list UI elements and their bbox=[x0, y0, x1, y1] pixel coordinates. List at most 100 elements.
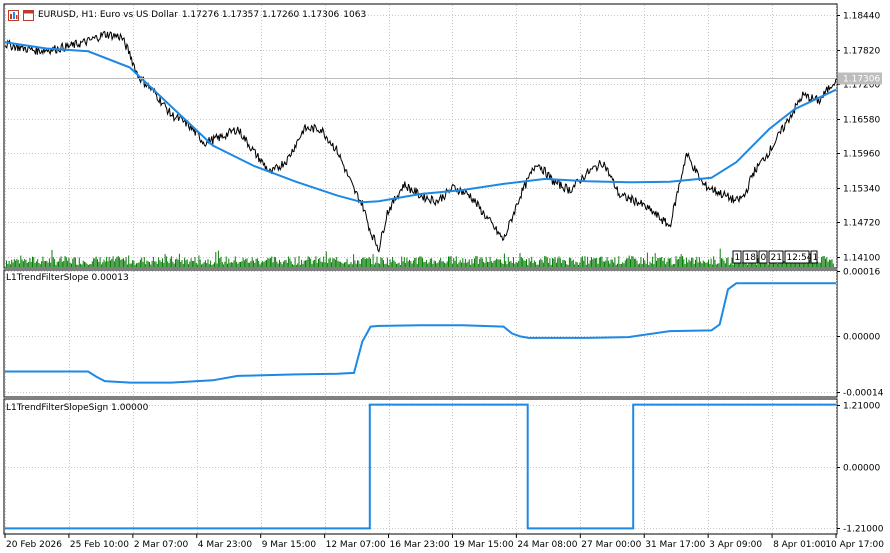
volume-bar bbox=[796, 263, 798, 267]
volume-bar bbox=[104, 261, 106, 267]
volume-bar bbox=[818, 262, 820, 267]
volume-bar bbox=[493, 260, 495, 267]
volume-bar bbox=[680, 254, 682, 267]
volume-bar bbox=[405, 263, 407, 267]
volume-bar bbox=[80, 263, 82, 267]
volume-bar bbox=[578, 264, 579, 267]
volume-bar bbox=[614, 257, 616, 267]
volume-bar bbox=[255, 258, 257, 267]
volume-bar bbox=[519, 253, 521, 267]
volume-bar bbox=[657, 257, 659, 267]
volume-bar bbox=[425, 259, 427, 267]
volume-bar bbox=[223, 264, 225, 267]
volume-bar bbox=[71, 263, 72, 267]
volume-bar bbox=[117, 256, 119, 267]
time-axis-label: 9 Mar 15:00 bbox=[262, 540, 317, 550]
volume-bar bbox=[15, 260, 17, 267]
volume-bar bbox=[623, 263, 625, 267]
volume-bar bbox=[549, 258, 551, 267]
volume-bar bbox=[216, 263, 218, 267]
volume-bar bbox=[627, 258, 629, 267]
volume-bar bbox=[770, 262, 772, 267]
volume-bar bbox=[306, 259, 308, 267]
window-icon[interactable] bbox=[23, 9, 34, 21]
chart-bars-icon[interactable] bbox=[8, 9, 19, 21]
volume-bar bbox=[159, 260, 161, 267]
volume-bar bbox=[28, 262, 30, 267]
volume-bar bbox=[419, 256, 421, 267]
volume-bar bbox=[513, 257, 514, 267]
volume-bar bbox=[358, 260, 360, 267]
volume-bar bbox=[670, 257, 672, 267]
volume-bar bbox=[492, 262, 494, 267]
volume-bar bbox=[788, 261, 790, 267]
sign-indicator-title: L1TrendFilterSlopeSign bbox=[6, 403, 109, 413]
volume-bar bbox=[600, 256, 602, 267]
volume-bar bbox=[202, 263, 204, 267]
volume-bar bbox=[207, 259, 209, 267]
volume-bar bbox=[756, 264, 758, 267]
volume-histogram bbox=[6, 248, 834, 267]
volume-bar bbox=[435, 261, 436, 267]
volume-bar bbox=[466, 262, 468, 267]
volume-bar bbox=[297, 263, 299, 267]
volume-bar bbox=[548, 262, 550, 267]
volume-bar bbox=[238, 262, 240, 267]
volume-bar bbox=[745, 261, 747, 267]
volume-bar bbox=[501, 262, 503, 267]
volume-bar bbox=[29, 258, 31, 267]
volume-bar bbox=[429, 258, 431, 267]
volume-bar bbox=[698, 257, 700, 267]
volume-bar bbox=[73, 257, 75, 267]
volume-bar bbox=[112, 256, 114, 267]
sign-axis-label: 0.00000 bbox=[843, 464, 880, 474]
volume-bar bbox=[250, 261, 252, 267]
volume-bar bbox=[76, 264, 78, 267]
volume-bar bbox=[293, 264, 295, 267]
volume-bar bbox=[819, 262, 821, 267]
volume-bar bbox=[129, 263, 131, 267]
volume-bar bbox=[732, 264, 734, 267]
volume-bar bbox=[411, 263, 413, 267]
volume-bar bbox=[632, 256, 634, 267]
volume-bar bbox=[221, 262, 223, 267]
volume-bar bbox=[344, 262, 345, 267]
volume-bar bbox=[341, 262, 343, 267]
volume-bar bbox=[562, 259, 564, 267]
volume-bar bbox=[416, 264, 418, 267]
volume-bar bbox=[366, 258, 368, 267]
volume-bar bbox=[176, 258, 178, 267]
volume-bar bbox=[791, 261, 793, 267]
volume-bar bbox=[802, 261, 804, 267]
slope-indicator-title: L1TrendFilterSlope bbox=[6, 273, 89, 283]
volume-bar bbox=[315, 256, 317, 267]
volume-bar bbox=[334, 259, 336, 267]
volume-bar bbox=[85, 262, 87, 267]
volume-bar bbox=[230, 262, 232, 267]
slope-indicator-value: 0.00013 bbox=[91, 273, 129, 283]
volume-bar bbox=[145, 264, 147, 267]
slope-sign-line bbox=[5, 403, 836, 530]
volume-bar bbox=[16, 259, 18, 267]
volume-bar bbox=[656, 260, 657, 267]
volume-bar bbox=[20, 255, 22, 267]
volume-bar bbox=[38, 263, 40, 267]
volume-bar bbox=[232, 262, 234, 267]
ticker-text: 12:54 bbox=[787, 253, 813, 263]
volume-bar bbox=[708, 259, 709, 267]
volume-bar bbox=[783, 261, 785, 267]
volume-bar bbox=[828, 259, 830, 267]
volume-bar bbox=[93, 258, 95, 267]
ticker-cell bbox=[742, 250, 758, 264]
volume-bar bbox=[377, 263, 379, 267]
volume-bar bbox=[597, 263, 599, 267]
volume-bar bbox=[142, 261, 144, 267]
volume-bar bbox=[267, 257, 269, 267]
volume-bar bbox=[162, 258, 163, 267]
volume-bar bbox=[743, 262, 745, 267]
volume-bar bbox=[64, 256, 66, 267]
volume-bar bbox=[332, 258, 334, 267]
volume-bar bbox=[663, 258, 665, 267]
volume-bar bbox=[497, 259, 499, 267]
